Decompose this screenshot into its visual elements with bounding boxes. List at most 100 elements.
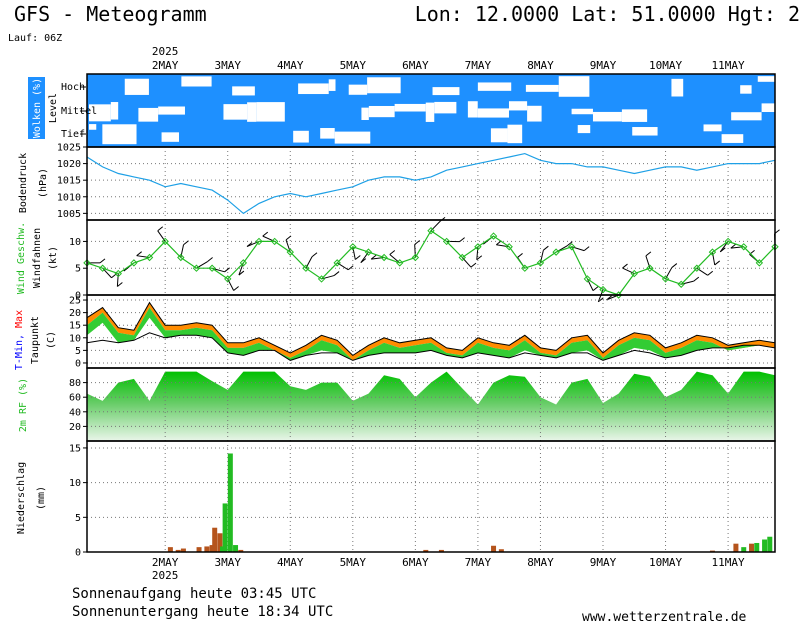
wind-barb-feather [414, 240, 420, 245]
y-tick-label: 15 [69, 321, 81, 332]
wind-speed-point [693, 264, 701, 272]
wind-barb-feather [360, 258, 367, 264]
cloud-cell [110, 102, 119, 120]
wind-speed-point [552, 248, 560, 256]
wind-barb-feather [592, 286, 599, 292]
precip-bar [491, 545, 497, 552]
wind-barb-feather [117, 282, 123, 287]
cloud-cell [361, 107, 369, 120]
wind-speed-point [177, 253, 185, 262]
cloud-cell [223, 104, 248, 120]
cloud-cell [477, 108, 509, 118]
precip-bar [209, 545, 215, 552]
cloud-cell [467, 101, 478, 118]
wind-speed-point [380, 253, 388, 262]
wind-speed-point [568, 243, 576, 251]
wind-barb-feather [730, 243, 737, 249]
wind-speed-point [364, 248, 373, 256]
wind-ylabel2: Windfahnen [32, 228, 43, 288]
y-tick-label: 0 [75, 358, 81, 369]
wind-barb-feather [157, 226, 164, 232]
cloud-cell [592, 111, 622, 122]
pressure-line [86, 152, 776, 215]
wind-speed-point [239, 259, 248, 267]
precip-bar [227, 453, 233, 552]
wind-speed-point [630, 269, 638, 278]
rh-area [87, 371, 775, 441]
x-tick-label-top: 11MAY [712, 59, 745, 72]
wind-speed-point [208, 264, 216, 272]
wind-barb-feather [707, 270, 714, 276]
wind-speed-point [349, 243, 357, 251]
x-tick-label-top: 10MAY [649, 59, 682, 72]
cloud-cell [703, 124, 722, 132]
cloud-cell [328, 79, 336, 91]
x-tick-label-bottom: 10MAY [649, 556, 682, 569]
precip-bar [741, 547, 747, 552]
y-tick-label: 1015 [57, 176, 81, 187]
wind-barb-feather [470, 262, 477, 268]
wind-barb-feather [183, 240, 189, 246]
x-tick-label-bottom: 5MAY [340, 556, 367, 569]
cloud-cell [293, 130, 309, 143]
precip-bar [233, 545, 239, 552]
wind-speed-point [411, 253, 420, 262]
x-tick-label-top: 9MAY [590, 59, 617, 72]
wind-barb [414, 244, 416, 258]
wind-speed-point [458, 253, 466, 262]
x-tick-label-top: 6MAY [402, 59, 429, 72]
y-tick-label: 0 [75, 291, 81, 302]
cloud-cell [247, 102, 257, 122]
dewpoint-line [86, 332, 776, 361]
wind-speed-point [83, 259, 91, 267]
wind-barb-feather [543, 245, 549, 251]
x-tick-label-bottom: 9MAY [590, 556, 617, 569]
wind-barb-feather [224, 267, 230, 273]
wind-barb-feather [719, 247, 726, 253]
y-tick-label: 40 [69, 407, 81, 418]
cloud-cell [577, 125, 591, 134]
cloud-cell [334, 131, 371, 144]
wind-barb-feather [246, 242, 253, 247]
wind-panel: 0 5 10 Wind Geschw. Windfahnen (kt) [16, 216, 780, 303]
cloud-ylabel: Wolken (%) [32, 78, 43, 138]
wind-speed-point [98, 264, 107, 272]
precip-bar [749, 543, 755, 552]
x-tick-label-bottom: 3MAY [214, 556, 241, 569]
wind-speed-point [130, 259, 138, 267]
y-tick-label: 80 [69, 378, 81, 389]
cloud-level-low: Tief [61, 129, 85, 140]
wind-barb-feather [389, 250, 396, 255]
page-title: GFS - Meteogramm [14, 2, 207, 26]
sunrise-text: Sonnenaufgang heute 03:45 UTC [72, 586, 317, 602]
cloud-label-bg [28, 77, 45, 139]
cloud-cell [298, 83, 329, 95]
cloud-cell [368, 105, 395, 118]
cloud-cell [181, 76, 212, 87]
wind-speed-point [114, 269, 122, 278]
x-tick-label-top: 5MAY [340, 59, 367, 72]
precip-unit: (mm) [36, 486, 47, 510]
cloud-panel: Hoch Mittel Tief Wolken (%) Level [28, 73, 776, 148]
wind-speed-point [302, 264, 310, 272]
wind-speed-point [583, 275, 592, 283]
wind-speed-point [521, 264, 529, 272]
cloud-cell [124, 78, 149, 95]
wind-speed-point [599, 285, 607, 294]
wind-barb-feather [714, 260, 721, 266]
precip-bar [175, 549, 181, 552]
precip-bar [212, 527, 218, 552]
temp-min-label: T-Min, [14, 334, 25, 370]
wind-speed-point [442, 237, 451, 246]
cloud-cell [89, 104, 111, 122]
y-tick-label: 10 [69, 237, 81, 248]
y-tick-label: 0 [75, 548, 81, 559]
precip-bar [438, 549, 444, 552]
cloud-cell [527, 105, 542, 122]
location-coordinates: Lon: 12.0000 Lat: 51.0000 Hgt: 2 [414, 2, 800, 26]
wind-barb-feather [207, 257, 213, 262]
wind-barb-feather [598, 297, 604, 303]
precip-bar [167, 547, 173, 552]
